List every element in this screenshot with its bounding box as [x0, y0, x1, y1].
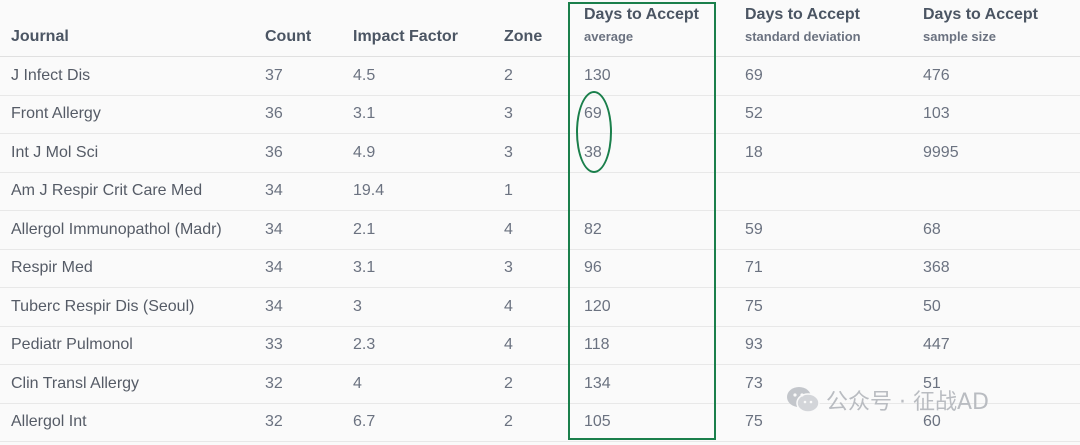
- cell-count: 36: [254, 133, 342, 173]
- cell-days-n: 9995: [912, 133, 1080, 173]
- cell-impact-factor: 3.1: [342, 249, 493, 288]
- cell-count: 32: [254, 364, 342, 404]
- table-row[interactable]: Clin Transl Allergy 32 4 2 134 73 51: [0, 364, 1080, 404]
- cell-count: 34: [254, 172, 342, 211]
- cell-zone: 2: [493, 364, 573, 404]
- cell-journal: Clin Transl Allergy: [0, 364, 254, 404]
- table-header-row: Journal Count Impact Factor Zone Days to…: [0, 0, 1080, 57]
- cell-days-n: [912, 172, 1080, 211]
- cell-journal: Int J Mol Sci: [0, 133, 254, 173]
- table-row[interactable]: Tuberc Respir Dis (Seoul) 34 3 4 120 75 50: [0, 287, 1080, 327]
- cell-days-avg: 130: [573, 56, 734, 96]
- table-row[interactable]: Allergol Immunopathol (Madr) 34 2.1 4 82 59 68: [0, 210, 1080, 250]
- cell-impact-factor: 2.3: [342, 326, 493, 365]
- cell-days-sd: 71: [734, 249, 912, 288]
- header-days-avg[interactable]: Days to Accept average: [573, 0, 734, 57]
- cell-days-n: 50: [912, 287, 1080, 327]
- header-days-n[interactable]: Days to Accept sample size: [912, 0, 1080, 57]
- cell-days-n: 447: [912, 326, 1080, 365]
- cell-days-sd: 93: [734, 326, 912, 365]
- cell-count: 33: [254, 326, 342, 365]
- cell-days-sd: 69: [734, 56, 912, 96]
- cell-journal: Am J Respir Crit Care Med: [0, 172, 254, 211]
- table-row[interactable]: Am J Respir Crit Care Med 34 19.4 1: [0, 172, 1080, 211]
- watermark: 公众号 · 征战AD: [786, 384, 989, 416]
- cell-days-n: 51: [912, 364, 1080, 404]
- cell-days-sd: 18: [734, 133, 912, 173]
- cell-count: 36: [254, 95, 342, 134]
- cell-zone: 4: [493, 326, 573, 365]
- cell-days-n: 60: [912, 403, 1080, 442]
- cell-zone: 1: [493, 172, 573, 211]
- cell-days-sd: 52: [734, 95, 912, 134]
- cell-journal: Allergol Int: [0, 403, 254, 442]
- cell-days-sd: 75: [734, 287, 912, 327]
- cell-count: 34: [254, 249, 342, 288]
- cell-zone: 2: [493, 56, 573, 96]
- cell-days-sd: 59: [734, 210, 912, 250]
- cell-journal: Allergol Immunopathol (Madr): [0, 210, 254, 250]
- cell-count: 34: [254, 210, 342, 250]
- cell-count: 34: [254, 287, 342, 327]
- watermark-text: 公众号 · 征战AD: [826, 390, 989, 415]
- cell-days-avg: [573, 172, 734, 211]
- cell-days-sd: 75: [734, 403, 912, 442]
- header-impact-factor[interactable]: Impact Factor: [342, 0, 493, 57]
- cell-days-sd: [734, 172, 912, 211]
- cell-impact-factor: 3.1: [342, 95, 493, 134]
- cell-impact-factor: 6.7: [342, 403, 493, 442]
- cell-impact-factor: 4: [342, 364, 493, 404]
- cell-count: 37: [254, 56, 342, 96]
- cell-journal: Tuberc Respir Dis (Seoul): [0, 287, 254, 327]
- cell-impact-factor: 2.1: [342, 210, 493, 250]
- cell-days-avg: 82: [573, 210, 734, 250]
- cell-zone: 3: [493, 133, 573, 173]
- cell-impact-factor: 4.5: [342, 56, 493, 96]
- table-row[interactable]: J Infect Dis 37 4.5 2 130 69 476: [0, 56, 1080, 96]
- cell-journal: J Infect Dis: [0, 56, 254, 96]
- table-row[interactable]: Int J Mol Sci 36 4.9 3 38 18 9995: [0, 133, 1080, 173]
- table-row[interactable]: Front Allergy 36 3.1 3 69 52 103: [0, 95, 1080, 134]
- cell-days-sd: 73: [734, 364, 912, 404]
- cell-zone: 2: [493, 403, 573, 442]
- cell-days-avg: 96: [573, 249, 734, 288]
- cell-journal: Front Allergy: [0, 95, 254, 134]
- cell-journal: Respir Med: [0, 249, 254, 288]
- cell-zone: 3: [493, 249, 573, 288]
- cell-days-avg: 134: [573, 364, 734, 404]
- header-journal[interactable]: Journal: [0, 0, 254, 57]
- cell-zone: 3: [493, 95, 573, 134]
- cell-days-avg: 118: [573, 326, 734, 365]
- cell-impact-factor: 3: [342, 287, 493, 327]
- cell-days-n: 368: [912, 249, 1080, 288]
- wechat-icon: [787, 387, 820, 413]
- header-days-sd[interactable]: Days to Accept standard deviation: [734, 0, 912, 57]
- cell-zone: 4: [493, 210, 573, 250]
- cell-zone: 4: [493, 287, 573, 327]
- cell-days-avg: 38: [573, 133, 734, 173]
- cell-days-n: 103: [912, 95, 1080, 134]
- cell-count: 32: [254, 403, 342, 442]
- header-count[interactable]: Count: [254, 0, 342, 57]
- cell-days-n: 68: [912, 210, 1080, 250]
- cell-days-n: 476: [912, 56, 1080, 96]
- table-row[interactable]: Respir Med 34 3.1 3 96 71 368: [0, 249, 1080, 288]
- table-row[interactable]: Allergol Int 32 6.7 2 105 75 60: [0, 403, 1080, 442]
- table-row[interactable]: Pediatr Pulmonol 33 2.3 4 118 93 447: [0, 326, 1080, 365]
- cell-journal: Pediatr Pulmonol: [0, 326, 254, 365]
- table-body: J Infect Dis 37 4.5 2 130 69 476 Front Allergy 3…: [0, 56, 1080, 442]
- cell-days-avg: 69: [573, 95, 734, 134]
- cell-days-avg: 105: [573, 403, 734, 442]
- header-zone[interactable]: Zone: [493, 0, 573, 57]
- cell-impact-factor: 4.9: [342, 133, 493, 173]
- cell-days-avg: 120: [573, 287, 734, 327]
- cell-impact-factor: 19.4: [342, 172, 493, 211]
